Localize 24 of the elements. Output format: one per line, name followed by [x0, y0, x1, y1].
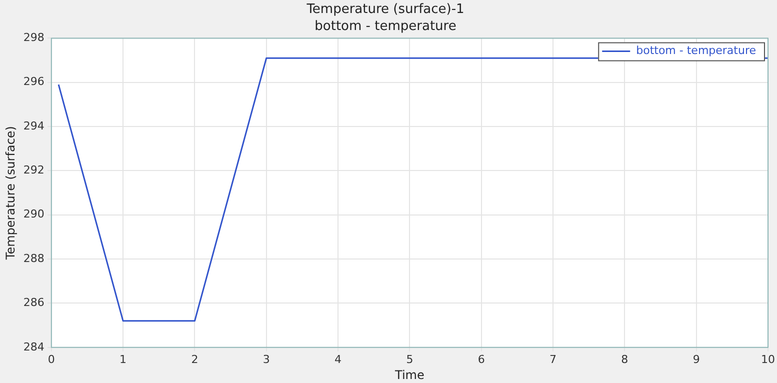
y-tick-label: 298: [23, 31, 44, 44]
chart-title: Temperature (surface)-1: [306, 2, 464, 18]
x-tick-label: 1: [120, 352, 127, 366]
y-tick-label: 286: [23, 296, 44, 310]
x-tick-label: 4: [334, 352, 342, 366]
x-tick-label: 2: [191, 352, 198, 366]
x-tick-label: 8: [621, 352, 628, 366]
y-tick-label: 290: [23, 208, 44, 221]
x-tick-label: 9: [692, 352, 700, 366]
legend-label: bottom - temperature: [636, 44, 756, 58]
y-tick-label: 288: [23, 252, 44, 265]
y-tick-label: 294: [23, 119, 44, 132]
y-tick-label: 296: [23, 75, 44, 88]
x-tick-label: 7: [550, 352, 557, 366]
x-tick-label: 5: [406, 352, 414, 366]
x-tick-label: 0: [48, 352, 55, 366]
x-tick-label: 10: [761, 352, 775, 366]
y-tick-label: 292: [23, 164, 44, 177]
y-tick-label: 284: [23, 340, 44, 354]
y-axis-title: Temperature (surface): [3, 126, 18, 261]
x-tick-label: 3: [262, 352, 270, 366]
x-axis-title: Time: [394, 368, 424, 382]
x-tick-label: 6: [478, 352, 485, 366]
chart-subtitle: bottom - temperature: [314, 18, 456, 34]
